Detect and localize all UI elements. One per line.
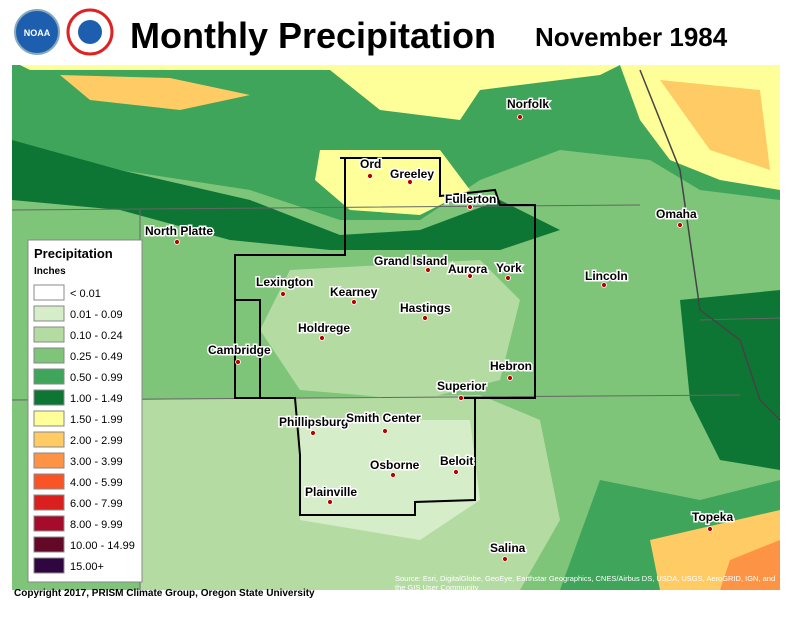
city-dot — [310, 430, 316, 436]
city-dot — [367, 173, 373, 179]
city-dot — [422, 315, 428, 321]
title: Monthly Precipitation — [130, 15, 496, 56]
legend-label: 6.00 - 7.99 — [70, 498, 123, 510]
city-label: Superior — [437, 379, 487, 393]
legend-swatch — [33, 494, 65, 511]
city-dot — [319, 335, 325, 341]
city-label: Omaha — [656, 207, 697, 221]
noaa-logo — [14, 9, 60, 55]
legend-swatch — [33, 305, 65, 322]
legend-label: 4.00 - 5.99 — [70, 477, 123, 489]
legend: Precipitation Inches < 0.01 0.01 - 0.09 0.… — [27, 239, 143, 583]
legend-swatch — [33, 473, 65, 490]
city-dot — [280, 291, 286, 297]
source: Source: Esri, DigitalGlobe, GeoEye, Eart… — [395, 574, 776, 592]
legend-label: 10.00 - 14.99 — [70, 540, 135, 552]
city-label: Plainville — [305, 485, 357, 499]
city-dot — [707, 526, 713, 532]
city-label: North Platte — [145, 224, 213, 238]
legend-swatch — [33, 431, 65, 448]
date: November 1984 — [535, 22, 728, 52]
city-dot — [407, 179, 413, 185]
city-label: Norfolk — [507, 97, 549, 111]
city-label: Beloit — [440, 454, 473, 468]
city-dot — [517, 114, 523, 120]
city-label: Smith Center — [346, 411, 421, 425]
city-dot — [601, 282, 607, 288]
city-dot — [458, 395, 464, 401]
city-label: Holdrege — [298, 321, 350, 335]
city-label: Fullerton — [445, 192, 496, 206]
city-label: Topeka — [692, 510, 733, 524]
city-dot — [327, 499, 333, 505]
city-dot — [507, 375, 513, 381]
legend-label: 0.25 - 0.49 — [70, 351, 123, 363]
legend-label: 2.00 - 2.99 — [70, 435, 123, 447]
city-label: Ord — [360, 157, 381, 171]
city-label: Hebron — [490, 359, 532, 373]
legend-swatch — [33, 536, 65, 553]
city-label: Kearney — [330, 285, 378, 299]
legend-swatch — [33, 326, 65, 343]
legend-swatch — [33, 452, 65, 469]
legend-label: 1.50 - 1.99 — [70, 414, 123, 426]
city-label: Greeley — [390, 167, 434, 181]
city-dot — [677, 222, 683, 228]
precip-field — [12, 65, 780, 590]
legend-label: 8.00 - 9.99 — [70, 519, 123, 531]
legend-swatch — [33, 410, 65, 427]
city-label: Phillipsburg — [279, 415, 348, 429]
legend-units: Inches — [34, 266, 66, 277]
legend-label: 15.00+ — [70, 561, 104, 573]
legend-label: 0.01 - 0.09 — [70, 309, 123, 321]
city-label: Lexington — [256, 275, 313, 289]
legend-swatch — [33, 389, 65, 406]
city-label: Cambridge — [208, 343, 271, 357]
city-dot — [351, 299, 357, 305]
city-dot — [505, 275, 511, 281]
city-label: York — [496, 261, 522, 275]
city-dot — [235, 359, 241, 365]
legend-swatch — [33, 515, 65, 532]
noaa-logo-text: NOAA — [24, 28, 51, 38]
source-box: Source: Esri, DigitalGlobe, GeoEye, Eart… — [395, 574, 776, 592]
legend-title: Precipitation — [34, 246, 113, 261]
city-label: Aurora — [448, 262, 488, 276]
city-dot — [382, 428, 388, 434]
city-label: Grand Island — [374, 254, 447, 268]
legend-swatch — [33, 347, 65, 364]
city-label: Salina — [490, 541, 526, 555]
city-label: Lincoln — [585, 269, 628, 283]
city-dot — [467, 204, 473, 210]
city-label: Osborne — [370, 458, 420, 472]
legend-label: 3.00 - 3.99 — [70, 456, 123, 468]
legend-label: < 0.01 — [70, 288, 101, 300]
nws-logo-inner — [78, 20, 102, 44]
legend-swatch — [33, 284, 65, 301]
legend-label: 0.10 - 0.24 — [70, 330, 123, 342]
city-dot — [390, 472, 396, 478]
city-dot — [425, 267, 431, 273]
legend-swatch — [33, 368, 65, 385]
city-dot — [467, 273, 473, 279]
legend-label: 0.50 - 0.99 — [70, 372, 123, 384]
city-label: Hastings — [400, 301, 451, 315]
cities: Norfolk Ord Greeley Fullerton North Platte Om… — [144, 96, 735, 562]
copyright: Copyright 2017, PRISM Climate Group, Ore… — [14, 588, 315, 599]
city-dot — [502, 556, 508, 562]
footer-band — [12, 590, 792, 612]
city-dot — [453, 469, 459, 475]
legend-swatch — [33, 557, 65, 574]
legend-label: 1.00 - 1.49 — [70, 393, 123, 405]
city-dot — [174, 239, 180, 245]
